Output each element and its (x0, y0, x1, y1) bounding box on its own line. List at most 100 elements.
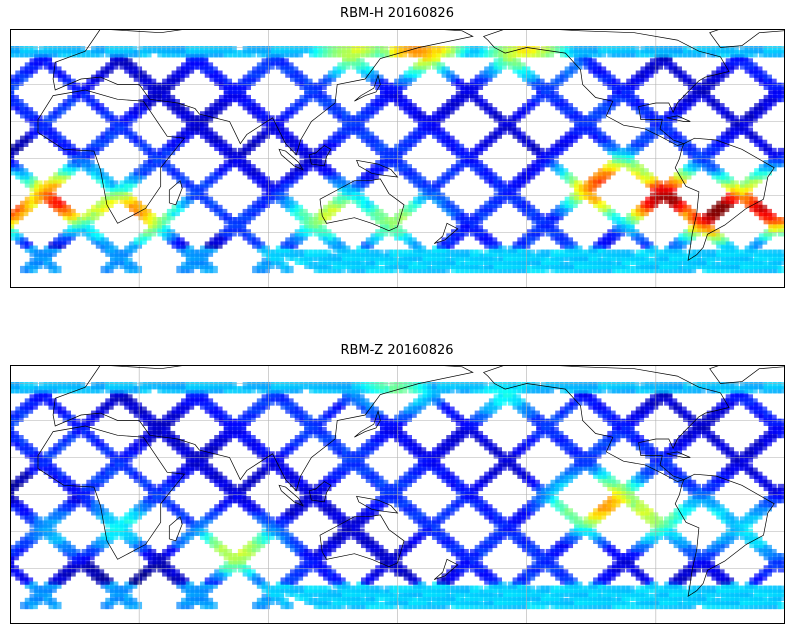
swath-cell (57, 475, 67, 483)
swath-cell (323, 589, 332, 597)
swath-cell (185, 46, 195, 54)
swath-cell (375, 475, 384, 483)
swath-cell (247, 103, 256, 111)
swath-cell (403, 504, 413, 512)
swath-cell (218, 164, 228, 172)
swath-cell (446, 168, 455, 176)
swath-cell (157, 94, 166, 103)
swath-cell (218, 382, 228, 390)
swath-cell (602, 168, 611, 176)
swath-cell (455, 164, 465, 172)
swath-cell (630, 139, 640, 147)
swath-cell (237, 229, 247, 237)
swath-cell (24, 204, 34, 213)
swath-cell (53, 447, 62, 455)
swath-cell (474, 147, 484, 156)
swath-cell (754, 261, 763, 270)
swath-cell (162, 94, 171, 103)
swath-cell (749, 257, 758, 265)
swath-cell (128, 50, 138, 58)
swath-cell (247, 46, 256, 54)
swath-cell (237, 491, 247, 500)
swath-cell (105, 471, 114, 479)
swath-cell (43, 261, 53, 270)
swath-cell (280, 528, 289, 536)
swath-cell (356, 192, 365, 200)
swath-cell (289, 135, 299, 143)
swath-cell (379, 221, 389, 229)
swath-cell (242, 496, 251, 504)
swath-cell (24, 451, 34, 459)
swath-cell (119, 593, 128, 601)
swath-cell (754, 70, 763, 78)
swath-cell (323, 504, 332, 512)
swath-cell (469, 229, 479, 237)
swath-cell (313, 94, 323, 103)
swath-cell (53, 200, 62, 209)
swath-cell (356, 131, 365, 139)
swath-cell (304, 491, 313, 500)
swath-cell (754, 204, 763, 213)
swath-cell (673, 66, 682, 74)
swath-cell (465, 86, 474, 95)
swath-cell (522, 50, 531, 58)
swath-cell (223, 46, 233, 54)
swath-cell (706, 265, 716, 274)
swath-cell (370, 601, 379, 610)
swath-cell (375, 500, 384, 508)
swath-cell (34, 257, 43, 265)
swath-cell (143, 164, 152, 172)
swath-cell (536, 217, 545, 225)
swath-cell (413, 241, 422, 249)
swath-cell (365, 237, 375, 245)
swath-cell (569, 46, 578, 54)
swath-cell (308, 249, 318, 257)
swath-cell (110, 196, 119, 204)
swath-cell (488, 237, 498, 245)
swath-cell (398, 103, 408, 111)
swath-cell (394, 78, 403, 86)
swath-cell (195, 253, 204, 261)
swath-cell (171, 103, 180, 111)
swath-cell (398, 439, 408, 447)
swath-cell (204, 536, 214, 545)
swath-cell (559, 253, 569, 261)
swath-cell (342, 54, 351, 62)
swath-cell (294, 565, 304, 573)
swath-cell (166, 82, 176, 90)
swath-cell (758, 208, 768, 217)
swath-cell (318, 414, 327, 422)
swath-cell (280, 467, 289, 475)
swath-cell (744, 180, 754, 188)
swath-cell (777, 151, 785, 160)
swath-cell (185, 451, 195, 459)
swath-layer (10, 46, 785, 274)
swath-cell (327, 99, 337, 107)
swath-cell (289, 471, 299, 479)
swath-cell (763, 249, 772, 257)
swath-cell (626, 229, 635, 237)
swath-cell (20, 508, 29, 516)
swath-cell (512, 265, 521, 274)
swath-cell (365, 66, 375, 74)
swath-cell (242, 418, 251, 426)
swath-cell (342, 180, 351, 188)
swath-cell (370, 70, 379, 78)
swath-cell (768, 253, 777, 261)
swath-cell (531, 261, 540, 270)
swath-cell (484, 265, 493, 274)
swath-cell (602, 237, 611, 245)
swath-cell (673, 107, 682, 115)
swath-cell (536, 265, 545, 274)
swath-cell (417, 512, 427, 520)
swath-cell (356, 196, 365, 204)
swath-cell (308, 261, 318, 270)
swath-cell (602, 74, 611, 82)
swath-cell (228, 229, 237, 237)
swath-cell (266, 54, 275, 62)
swath-cell (612, 164, 621, 172)
swath-cell (384, 553, 394, 561)
swath-cell (166, 212, 176, 221)
swath-cell (777, 94, 785, 103)
swath-cell (237, 426, 247, 435)
